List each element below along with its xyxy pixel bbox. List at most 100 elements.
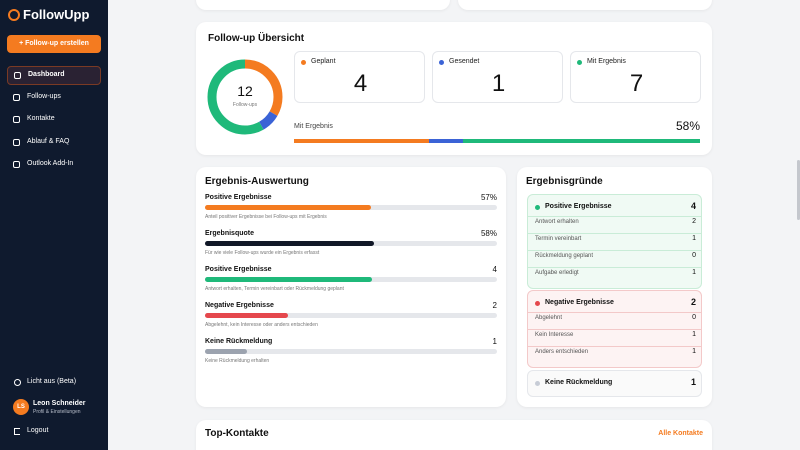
theme-toggle[interactable]: Licht aus (Beta) [27, 378, 77, 385]
divider [528, 233, 701, 234]
donut [207, 59, 283, 135]
nav-icon [13, 116, 20, 123]
row-value: 1 [492, 337, 497, 346]
row-value: 4 [492, 265, 497, 274]
divider [528, 267, 701, 268]
nav-item[interactable]: Ablauf & FAQ [7, 134, 101, 153]
item-label: Aufgabe erledigt [535, 270, 579, 276]
group-dot [535, 381, 540, 386]
group-count: 4 [690, 201, 696, 211]
card-title: Ergebnisgründe [526, 176, 603, 187]
bar [205, 277, 372, 282]
nav-icon [13, 94, 20, 101]
nav-label: Outlook Add-In [27, 160, 74, 167]
item-label: Rückmeldung geplant [535, 253, 594, 259]
row-value: 57% [480, 193, 497, 202]
bar-track [205, 313, 497, 318]
bar-track [205, 349, 497, 354]
partial-card [196, 0, 450, 10]
divider [528, 346, 701, 347]
nav-label: Kontakte [27, 115, 55, 122]
progress-value: 58% [675, 119, 700, 133]
card-title: Top-Kontakte [205, 428, 269, 439]
item-label: Anders entschieden [535, 349, 589, 355]
avatar: LS [13, 399, 29, 415]
theme-icon [14, 379, 21, 386]
nav-icon [14, 72, 21, 79]
item-label: Termin vereinbart [535, 236, 582, 242]
group-title: Positive Ergebnisse [545, 203, 612, 210]
row-label: Keine Rückmeldung [205, 338, 273, 345]
divider [528, 250, 701, 251]
logo: FollowUpp [23, 7, 90, 22]
user-name[interactable]: Leon Schneider [33, 400, 86, 407]
stat-box: Geplant 4 [294, 51, 425, 103]
group-count: 2 [690, 297, 696, 307]
row-description: Keine Rückmeldung erhalten [205, 358, 270, 364]
row-label: Negative Ergebnisse [205, 302, 274, 309]
progress-segment [294, 139, 430, 143]
progress-label: Mit Ergebnis [294, 123, 333, 130]
row-value: 58% [480, 229, 497, 238]
all-contacts-link[interactable]: Alle Kontakte [658, 430, 703, 437]
donut-label: Follow-ups [232, 102, 258, 108]
row-label: Positive Ergebnisse [205, 194, 272, 201]
nav-label: Dashboard [28, 71, 65, 78]
evaluation-card: Ergebnis-Auswertung Positive Ergebnisse 57… [196, 167, 506, 407]
nav-item[interactable]: Dashboard [7, 66, 101, 85]
card-title: Ergebnis-Auswertung [205, 176, 309, 187]
logout-icon [14, 428, 20, 435]
stat-box: Gesendet 1 [432, 51, 563, 103]
scrollbar [797, 160, 800, 220]
stat-label: Mit Ergebnis [587, 58, 626, 65]
progress-segment [429, 139, 464, 143]
nav-icon [13, 161, 20, 168]
logo-icon [8, 9, 20, 21]
item-count: 1 [692, 331, 696, 338]
bar [205, 313, 289, 318]
item-count: 2 [692, 218, 696, 225]
item-label: Antwort erhalten [535, 219, 579, 225]
create-button[interactable]: + Follow-up erstellen [7, 35, 101, 53]
stat-dot [301, 60, 306, 65]
nav-item[interactable]: Kontakte [7, 111, 101, 130]
stat-label: Geplant [311, 58, 336, 65]
card-title: Follow-up Übersicht [208, 33, 305, 44]
group-count: 1 [690, 377, 696, 387]
user-subtitle: Profil & Einstellungen [33, 409, 81, 415]
stat-label: Gesendet [449, 58, 480, 65]
item-label: Abgelehnt [535, 315, 563, 321]
top-contacts-card: Top-Kontakte Alle Kontakte [196, 420, 712, 450]
sidebar: FollowUpp + Follow-up erstellen Dashboard F… [0, 0, 108, 450]
divider [528, 216, 701, 217]
progress-segment [463, 139, 700, 143]
reason-group: Positive Ergebnisse 4 Antwort erhalten 2 Ter… [527, 194, 702, 289]
group-title: Keine Rückmeldung [545, 379, 613, 386]
row-description: Abgelehnt, kein Interesse oder anders en… [205, 322, 318, 328]
stat-value: 1 [491, 70, 506, 97]
nav-label: Ablauf & FAQ [27, 138, 70, 145]
bar [205, 349, 247, 354]
divider [528, 329, 701, 330]
bar [205, 241, 375, 246]
stat-dot [439, 60, 444, 65]
row-description: Anteil positiver Ergebnisse bei Follow-u… [205, 214, 327, 220]
bar [205, 205, 372, 210]
reasons-card: Ergebnisgründe Positive Ergebnisse 4 Antwor… [517, 167, 712, 407]
donut-segment [207, 59, 283, 135]
item-label: Kein Interesse [535, 332, 574, 338]
nav-item[interactable]: Follow-ups [7, 89, 101, 108]
row-label: Ergebnisquote [205, 230, 255, 237]
donut-total: 12 [237, 83, 253, 99]
logout[interactable]: Logout [27, 427, 49, 434]
stat-box: Mit Ergebnis 7 [570, 51, 701, 103]
nav-item[interactable]: Outlook Add-In [7, 156, 101, 175]
row-description: Antwort erhalten, Termin vereinbart oder… [205, 286, 344, 292]
item-count: 0 [692, 314, 696, 321]
reason-group: Negative Ergebnisse 2 Abgelehnt 0 Kein Inter… [527, 290, 702, 368]
divider [528, 312, 701, 313]
group-dot [535, 205, 540, 210]
stat-value: 7 [629, 70, 644, 97]
overview-card: Follow-up Übersicht 12 Follow-ups Geplant 4 G… [196, 22, 712, 155]
